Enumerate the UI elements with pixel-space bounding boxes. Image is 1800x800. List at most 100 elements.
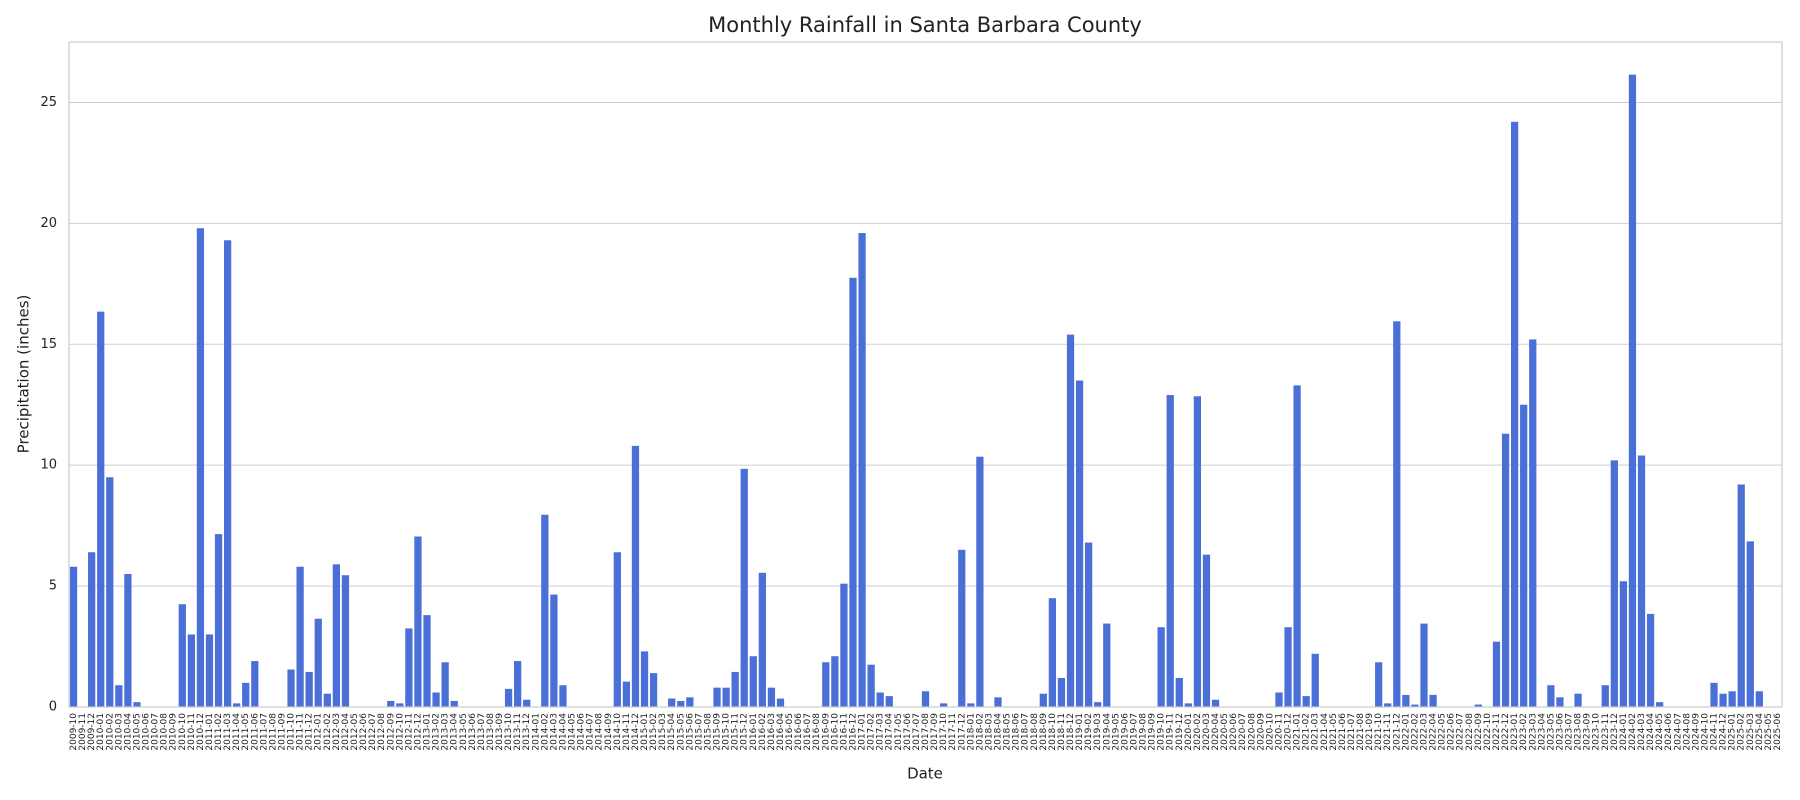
x-tick-label: 2021-03 bbox=[1311, 713, 1321, 751]
bar bbox=[305, 671, 313, 707]
x-tick-label: 2023-02 bbox=[1519, 713, 1529, 751]
x-tick-label: 2016-07 bbox=[803, 713, 813, 751]
bar bbox=[523, 699, 531, 707]
x-tick-label: 2014-03 bbox=[549, 713, 559, 751]
x-tick-label: 2012-03 bbox=[332, 713, 342, 751]
bar bbox=[731, 671, 739, 707]
x-tick-label: 2011-08 bbox=[268, 713, 278, 751]
x-tick-label: 2024-08 bbox=[1682, 713, 1692, 751]
x-tick-label: 2011-01 bbox=[205, 713, 215, 751]
x-tick-label: 2024-03 bbox=[1637, 713, 1647, 751]
bar bbox=[432, 692, 440, 707]
x-axis-label: Date bbox=[907, 765, 943, 783]
x-tick-label: 2018-08 bbox=[1030, 713, 1040, 751]
x-tick-label: 2010-01 bbox=[96, 713, 106, 751]
bar bbox=[133, 702, 141, 707]
bar bbox=[840, 583, 848, 707]
x-tick-label: 2019-02 bbox=[1084, 713, 1094, 751]
bar bbox=[1375, 662, 1383, 707]
x-tick-label: 2018-07 bbox=[1021, 713, 1031, 751]
x-tick-label: 2019-09 bbox=[1148, 713, 1158, 751]
x-tick-label: 2010-04 bbox=[123, 713, 133, 751]
x-tick-label: 2019-10 bbox=[1157, 713, 1167, 751]
x-tick-label: 2012-07 bbox=[368, 713, 378, 751]
x-tick-label: 2022-06 bbox=[1447, 713, 1457, 751]
x-tick-label: 2020-06 bbox=[1229, 713, 1239, 751]
x-tick-label: 2016-06 bbox=[794, 713, 804, 751]
bar bbox=[1520, 404, 1528, 707]
x-tick-label: 2024-10 bbox=[1700, 713, 1710, 751]
x-tick-label: 2020-03 bbox=[1202, 713, 1212, 751]
bar bbox=[423, 615, 431, 707]
x-tick-label: 2010-03 bbox=[114, 713, 124, 751]
x-tick-label: 2016-01 bbox=[749, 713, 759, 751]
x-tick-label: 2013-02 bbox=[432, 713, 442, 751]
x-tick-label: 2019-06 bbox=[1120, 713, 1130, 751]
bar bbox=[1175, 677, 1183, 707]
bar bbox=[396, 703, 404, 707]
x-tick-label: 2018-02 bbox=[975, 713, 985, 751]
x-tick-label: 2010-08 bbox=[160, 713, 170, 751]
x-tick-label: 2010-12 bbox=[196, 713, 206, 751]
x-tick-label: 2014-09 bbox=[604, 713, 614, 751]
bar bbox=[69, 566, 78, 707]
bar bbox=[323, 693, 331, 707]
bar bbox=[1202, 554, 1211, 707]
bar bbox=[1411, 704, 1419, 707]
x-tick-label: 2021-11 bbox=[1383, 713, 1393, 751]
x-tick-label: 2020-08 bbox=[1247, 713, 1257, 751]
bar bbox=[876, 692, 884, 707]
x-tick-label: 2019-01 bbox=[1075, 713, 1085, 751]
x-tick-label: 2013-06 bbox=[468, 713, 478, 751]
x-tick-label: 2018-01 bbox=[966, 713, 976, 751]
bar bbox=[214, 534, 223, 707]
x-tick-label: 2016-10 bbox=[830, 713, 840, 751]
x-tick-label: 2024-04 bbox=[1646, 713, 1656, 751]
bar bbox=[1474, 704, 1482, 707]
x-tick-label: 2023-03 bbox=[1528, 713, 1538, 751]
bar bbox=[88, 552, 96, 707]
x-tick-label: 2020-04 bbox=[1211, 713, 1221, 751]
x-tick-label: 2011-03 bbox=[223, 713, 233, 751]
x-tick-label: 2010-09 bbox=[169, 713, 179, 751]
x-tick-label: 2013-03 bbox=[441, 713, 451, 751]
x-tick-label: 2019-05 bbox=[1111, 713, 1121, 751]
bar bbox=[1628, 74, 1637, 708]
bar bbox=[1193, 396, 1202, 707]
x-tick-label: 2022-01 bbox=[1401, 713, 1411, 751]
x-tick-label: 2021-07 bbox=[1347, 713, 1357, 751]
bar bbox=[1066, 334, 1075, 707]
x-tick-label: 2024-02 bbox=[1628, 713, 1638, 751]
x-tick-label: 2017-01 bbox=[858, 713, 868, 751]
bar bbox=[178, 604, 186, 707]
bar bbox=[1637, 455, 1646, 707]
x-tick-label: 2024-09 bbox=[1691, 713, 1701, 751]
x-tick-label: 2016-04 bbox=[776, 713, 786, 751]
bar bbox=[1311, 653, 1319, 707]
chart-title: Monthly Rainfall in Santa Barbara County bbox=[708, 13, 1142, 37]
x-tick-label: 2012-11 bbox=[404, 713, 414, 751]
x-tick-label: 2022-12 bbox=[1501, 713, 1511, 751]
bar bbox=[1157, 627, 1165, 707]
x-tick-label: 2015-02 bbox=[649, 713, 659, 751]
x-tick-label: 2015-09 bbox=[713, 713, 723, 751]
x-tick-label: 2010-06 bbox=[142, 713, 152, 751]
x-tick-label: 2010-07 bbox=[151, 713, 161, 751]
bar bbox=[967, 703, 975, 707]
y-tick-label: 10 bbox=[40, 458, 57, 473]
bar bbox=[115, 685, 123, 707]
bar bbox=[740, 468, 748, 707]
x-tick-label: 2010-11 bbox=[187, 713, 197, 751]
x-tick-label: 2018-10 bbox=[1048, 713, 1058, 751]
bar bbox=[332, 564, 340, 707]
x-tick-label: 2025-03 bbox=[1746, 713, 1756, 751]
bar bbox=[613, 552, 621, 707]
x-tick-label: 2021-04 bbox=[1320, 713, 1330, 751]
bar bbox=[1039, 693, 1047, 707]
x-tick-label: 2013-04 bbox=[450, 713, 460, 751]
x-tick-label: 2020-02 bbox=[1193, 713, 1203, 751]
bar bbox=[450, 700, 458, 707]
x-tick-label: 2020-01 bbox=[1184, 713, 1194, 751]
x-tick-label: 2011-10 bbox=[287, 713, 297, 751]
bar bbox=[1393, 321, 1401, 707]
